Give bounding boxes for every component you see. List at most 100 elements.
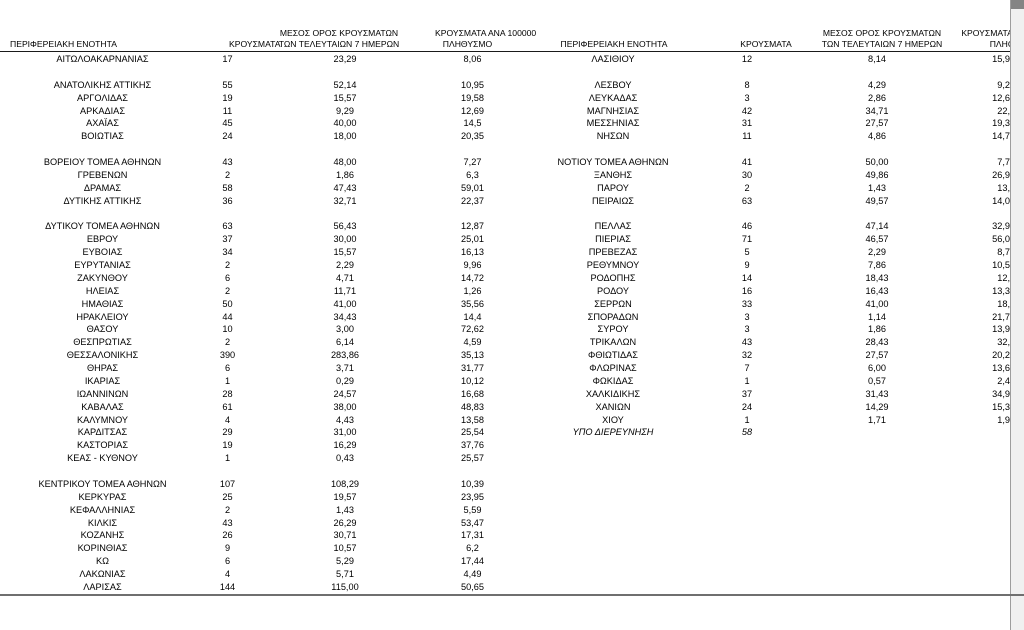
cases-cell: 12 <box>741 54 753 64</box>
avg7-cell: 38,00 <box>333 401 357 412</box>
table-row <box>0 465 1010 478</box>
region-cell: ΡΕΘΥΜΝΟΥ <box>586 260 640 270</box>
per100k-cell: 6,3 <box>466 169 479 180</box>
region-cell: ΑΙΤΩΛΟΑΚΑΡΝΑΝΙΑΣ <box>56 54 149 64</box>
cases-cell <box>678 517 816 530</box>
per100k-cell: 35,13 <box>461 350 484 361</box>
per100k-cell <box>938 426 1010 439</box>
cases-cell: 28 <box>222 388 233 399</box>
table-row: ΗΜΑΘΙΑΣ 50 41,00 35,56 ΣΕΡΡΩΝ 33 41,00 18, <box>0 298 1010 311</box>
region-cell: ΚΕΝΤΡΙΚΟΥ ΤΟΜΕΑ ΑΘΗΝΩΝ <box>38 478 167 489</box>
cases-cell: 30 <box>741 169 753 180</box>
per100k-cell: 16,13 <box>461 247 484 258</box>
table-row: ΕΒΡΟΥ 37 30,00 25,01 ΠΙΕΡΙΑΣ 71 46,57 56,0 <box>0 233 1010 246</box>
region-cell: ΑΧΑΪΑΣ <box>86 118 119 129</box>
cases-cell: 37 <box>741 388 753 399</box>
cases-cell: 11 <box>742 131 752 142</box>
per100k-cell: 25,54 <box>461 427 484 438</box>
avg7-cell <box>250 66 440 79</box>
avg7-cell: 3,71 <box>336 363 354 373</box>
cases-cell: 26 <box>222 530 233 541</box>
table-row: ΔΥΤΙΚΗΣ ΑΤΤΙΚΗΣ 36 32,71 22,37 ΠΕΙΡΑΙΩΣ 63 49,… <box>0 195 1010 208</box>
avg7-column-header-left: ΜΕΣΟΣ ΟΡΟΣ ΚΡΟΥΣΜΑΤΩΝ ΤΩΝ ΤΕΛΕΥΤΑΙΩΝ 7 Η… <box>244 28 434 51</box>
per100k-cell: 14,72 <box>461 272 484 283</box>
table-row: ΑΡΓΟΛΙΔΑΣ 19 15,57 19,58 ΛΕΥΚΑΔΑΣ 3 2,86 12,6 <box>0 92 1010 105</box>
avg7-cell: 3,00 <box>336 324 354 335</box>
per100k-cell: 12,87 <box>461 221 484 232</box>
region-cell: ΘΗΡΑΣ <box>86 363 119 373</box>
per100k-cell: 22, <box>997 105 1010 116</box>
per100k-cell: 12, <box>997 272 1010 283</box>
cases-cell <box>678 568 816 581</box>
avg7-cell <box>816 478 938 491</box>
cases-cell: 2 <box>224 169 231 180</box>
avg7-cell: 26,29 <box>333 517 357 528</box>
avg7-cell: 30,00 <box>333 234 357 245</box>
region-cell: ΕΥΡΥΤΑΝΙΑΣ <box>74 260 131 270</box>
per100k-cell <box>938 452 1010 465</box>
per100k-cell: 34,9 <box>992 388 1010 399</box>
cases-cell: 58 <box>741 427 753 438</box>
per100k-header-line1: ΚΡΟΥΣΜΑΤΑ ΑΝΑ 100000 <box>435 28 537 38</box>
cases-cell: 14 <box>741 272 753 283</box>
avg7-cell <box>816 555 938 568</box>
avg7-cell: 23,29 <box>333 54 357 64</box>
avg7-cell: 11,71 <box>333 285 357 296</box>
cases-cell: 29 <box>222 427 233 438</box>
cases-cell: 107 <box>219 478 236 489</box>
cases-cell: 32 <box>741 350 753 361</box>
per100k-cell <box>938 478 1010 491</box>
table-row: ΔΡΑΜΑΣ 58 47,43 59,01 ΠΑΡΟΥ 2 1,43 13, <box>0 182 1010 195</box>
avg7-cell: 15,57 <box>333 247 357 258</box>
per100k-cell: 19,3 <box>992 118 1010 129</box>
scrollbar-track[interactable] <box>1010 0 1024 630</box>
cases-cell: 42 <box>741 105 753 116</box>
table-row: ΚΕΦΑΛΛΗΝΙΑΣ 2 1,43 5,59 <box>0 504 1010 517</box>
cases-column-header-label: ΚΡΟΥΣΜΑΤΑ <box>229 38 281 49</box>
avg7-cell: 27,57 <box>865 118 889 129</box>
avg7-cell: 108,29 <box>330 478 360 489</box>
region-cell: ΡΟΔΟΠΗΣ <box>590 272 636 283</box>
cases-cell: 9 <box>224 543 231 554</box>
cases-cell <box>678 208 816 221</box>
table-row: ΘΕΣΠΡΩΤΙΑΣ 2 6,14 4,59 ΤΡΙΚΑΛΩΝ 43 28,43 32, <box>0 336 1010 349</box>
table-row: ΕΥΡΥΤΑΝΙΑΣ 2 2,29 9,96 ΡΕΘΥΜΝΟΥ 9 7,86 10,5 <box>0 259 1010 272</box>
avg7-cell: 24,57 <box>333 388 357 399</box>
per100k-cell: 23,95 <box>461 491 484 502</box>
per100k-cell: 2,4 <box>997 375 1010 386</box>
region-cell <box>548 465 678 478</box>
per100k-cell: 16,68 <box>461 388 484 399</box>
table-row: ΒΟΙΩΤΙΑΣ 24 18,00 20,35 ΝΗΣΩΝ 11 4,86 14,7 <box>0 130 1010 143</box>
cases-cell <box>205 66 250 79</box>
per100k-cell <box>938 66 1010 79</box>
table-row: ΚΑΒΑΛΑΣ 61 38,00 48,83 ΧΑΝΙΩΝ 24 14,29 15,3 <box>0 401 1010 414</box>
cases-cell <box>205 465 250 478</box>
table-row: ΘΗΡΑΣ 6 3,71 31,77 ΦΛΩΡΙΝΑΣ 7 6,00 13,6 <box>0 362 1010 375</box>
per100k-cell: 13, <box>997 182 1010 193</box>
per100k-cell: 13,3 <box>992 285 1010 296</box>
per100k-cell: 56,0 <box>992 234 1010 245</box>
per100k-cell: 8,06 <box>463 54 482 64</box>
avg7-cell <box>816 143 938 156</box>
cases-cell: 7 <box>744 363 750 373</box>
avg7-header-line1: ΜΕΣΟΣ ΟΡΟΣ ΚΡΟΥΣΜΑΤΩΝ <box>822 28 942 38</box>
scrollbar-thumb[interactable] <box>1011 0 1024 9</box>
table-row <box>0 208 1010 221</box>
avg7-column-header-right: ΜΕΣΟΣ ΟΡΟΣ ΚΡΟΥΣΜΑΤΩΝ ΤΩΝ ΤΕΛΕΥΤΑΙΩΝ 7 Η… <box>821 28 943 51</box>
table-row: ΑΙΤΩΛΟΑΚΑΡΝΑΝΙΑΣ 17 23,29 8,06 ΛΑΣΙΘΙΟΥ 12 8,1… <box>0 53 1010 66</box>
cases-cell: 8 <box>744 79 750 90</box>
avg7-cell: 28,43 <box>865 337 889 348</box>
region-cell <box>548 208 678 221</box>
region-cell: ΣΥΡΟΥ <box>597 324 629 335</box>
per100k-cell: 14,0 <box>992 195 1010 206</box>
cases-cell: 43 <box>741 337 753 348</box>
cases-cell: 144 <box>219 581 236 592</box>
avg7-header-line2: ΤΩΝ ΤΕΛΕΥΤΑΙΩΝ 7 ΗΜΕΡΩΝ <box>821 38 943 49</box>
region-cell: ΜΕΣΣΗΝΙΑΣ <box>586 118 640 129</box>
region-cell: ΜΑΓΝΗΣΙΑΣ <box>586 105 640 116</box>
cases-cell: 44 <box>222 311 233 322</box>
cases-cell <box>678 555 816 568</box>
region-cell <box>0 143 205 156</box>
per100k-cell: 17,44 <box>461 556 484 567</box>
per100k-cell: 21,7 <box>992 311 1010 322</box>
